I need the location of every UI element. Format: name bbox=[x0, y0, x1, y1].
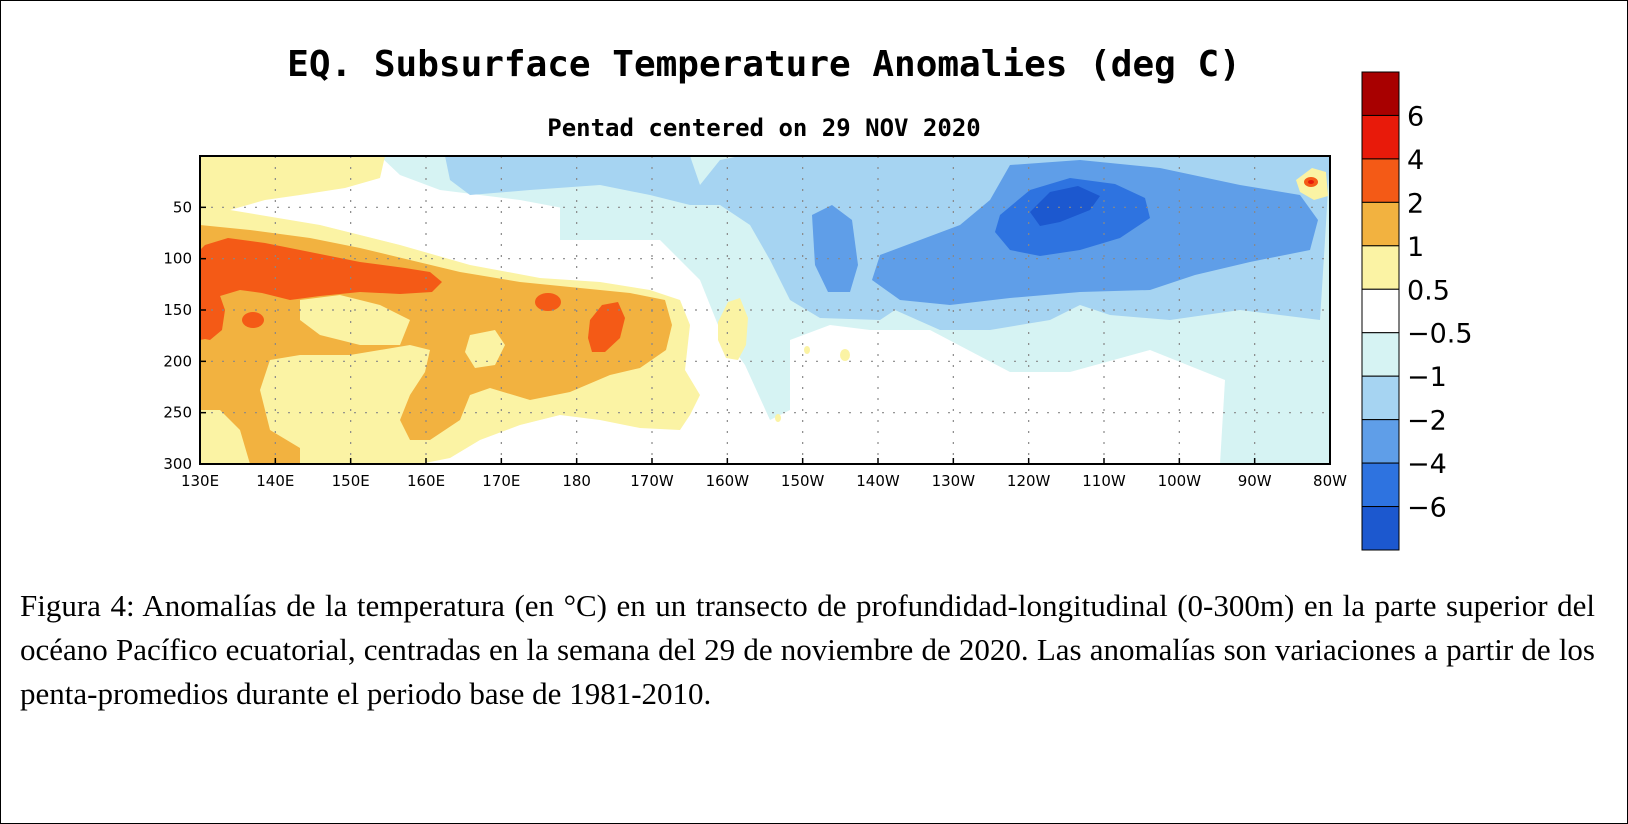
colorbar-label: −2 bbox=[1407, 406, 1447, 437]
colorbar-label: 0.5 bbox=[1407, 275, 1450, 306]
contour-pos2 bbox=[200, 238, 442, 340]
contour-pos2-d bbox=[535, 293, 561, 311]
x-tick-label: 110W bbox=[1082, 472, 1126, 490]
contour-pos1-b bbox=[300, 295, 410, 345]
contour-pos4-f bbox=[1308, 180, 1314, 184]
colorbar-label: 4 bbox=[1407, 145, 1424, 176]
contour-pos1-c bbox=[465, 330, 505, 368]
contour-neg2-b bbox=[812, 205, 858, 292]
y-tick-label: 250 bbox=[163, 404, 192, 422]
heatmap-field bbox=[200, 156, 1330, 464]
colorbar-label: 2 bbox=[1407, 188, 1424, 219]
colorbar-label: −4 bbox=[1407, 449, 1447, 480]
colorbar-swatch bbox=[1361, 288, 1400, 334]
x-tick-label: 90W bbox=[1238, 472, 1272, 490]
contour-pos05-dot1 bbox=[840, 349, 850, 361]
colorbar-label: 6 bbox=[1407, 101, 1424, 132]
contour-pos05-dot3 bbox=[775, 414, 781, 422]
x-tick-label: 170E bbox=[482, 472, 520, 490]
x-tick-label: 180 bbox=[562, 472, 591, 490]
contour-pos05 bbox=[200, 156, 385, 212]
chart-subtitle: Pentad centered on 29 NOV 2020 bbox=[547, 114, 980, 142]
x-tick-label: 120W bbox=[1007, 472, 1051, 490]
contour-neg6 bbox=[1030, 186, 1100, 226]
x-tick-label: 150E bbox=[332, 472, 370, 490]
subsurface-anomaly-chart: EQ. Subsurface Temperature Anomalies (de… bbox=[163, 44, 1473, 551]
x-tick-label: 130W bbox=[932, 472, 976, 490]
y-tick-label: 50 bbox=[173, 198, 192, 216]
colorbar-label: −6 bbox=[1407, 493, 1447, 524]
y-tick-label: 200 bbox=[163, 352, 192, 370]
y-tick-label: 100 bbox=[163, 250, 192, 268]
colorbar-swatch bbox=[1361, 419, 1400, 464]
contour-pos2-b bbox=[200, 288, 225, 340]
x-tick-label: 130E bbox=[181, 472, 219, 490]
plot-gridlines bbox=[200, 156, 1330, 464]
x-tick-label: 160W bbox=[706, 472, 750, 490]
colorbar-swatch bbox=[1361, 375, 1400, 421]
x-tick-label: 140W bbox=[856, 472, 900, 490]
colorbar-label: −1 bbox=[1407, 362, 1447, 393]
contour-pos2-e bbox=[588, 302, 625, 352]
colorbar-swatch bbox=[1361, 462, 1400, 508]
y-tick-label: 300 bbox=[163, 455, 192, 473]
figure-caption: Figura 4: Anomalías de la temperatura (e… bbox=[20, 588, 1595, 711]
colorbar-label: −0.5 bbox=[1407, 319, 1473, 350]
y-axis: 50 100 150 200 250 300 bbox=[163, 198, 206, 473]
colorbar-swatch bbox=[1361, 332, 1400, 377]
x-tick-label: 140E bbox=[256, 472, 294, 490]
contour-pos05-dot2 bbox=[804, 346, 810, 354]
contour-pos2-c bbox=[242, 312, 264, 328]
colorbar-swatch bbox=[1361, 245, 1400, 290]
x-tick-label: 160E bbox=[407, 472, 445, 490]
colorbar-swatch bbox=[1361, 158, 1400, 203]
x-tick-label: 100W bbox=[1158, 472, 1202, 490]
contour-pos05-c bbox=[718, 298, 748, 360]
colorbar-swatch bbox=[1361, 201, 1400, 247]
colorbar: 6 4 2 1 0.5 −0.5 −1 −2 −4 −6 bbox=[1361, 71, 1473, 551]
colorbar-label: 1 bbox=[1407, 232, 1424, 263]
colorbar-swatch bbox=[1361, 114, 1400, 160]
x-tick-label: 80W bbox=[1313, 472, 1347, 490]
x-tick-label: 150W bbox=[781, 472, 825, 490]
colorbar-swatch bbox=[1361, 506, 1400, 551]
x-tick-label: 170W bbox=[630, 472, 674, 490]
x-axis: 130E 140E 150E 160E 170E 180 170W 160W 150W 140W 1… bbox=[181, 458, 1347, 490]
y-tick-label: 150 bbox=[163, 301, 192, 319]
chart-title: EQ. Subsurface Temperature Anomalies (de… bbox=[287, 44, 1241, 85]
colorbar-swatch bbox=[1361, 71, 1400, 116]
